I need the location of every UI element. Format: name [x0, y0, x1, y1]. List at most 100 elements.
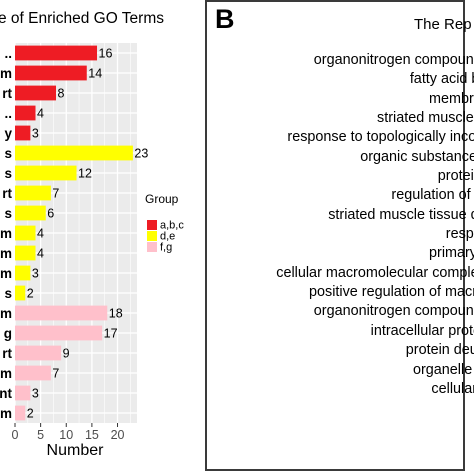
y-tick-label: rt [2, 346, 12, 361]
y-tick-label: rt [2, 86, 12, 101]
go-term-item: striated muscle com [377, 110, 474, 127]
go-term-item: primary met [429, 245, 474, 262]
x-tick-label: 10 [59, 428, 73, 442]
y-tick-label: y [4, 126, 12, 141]
go-term-item: striated muscle tissue devel [328, 206, 474, 223]
bar-value-label: 3 [32, 267, 39, 281]
bar-value-label: 3 [32, 127, 39, 141]
bar-value-label: 8 [58, 87, 65, 101]
y-tick-label: rt [2, 186, 12, 201]
go-term-item: cellular macromolecular complex as [276, 264, 474, 281]
bar [15, 345, 62, 361]
x-axis-label: Number [47, 442, 105, 459]
y-tick-label: m [0, 226, 12, 241]
go-term-item: organonitrogen compound cat [313, 303, 474, 320]
legend: Group a,b,cd,ef,g [145, 192, 184, 254]
y-tick-label: .. [4, 46, 12, 61]
legend-label: f,g [160, 242, 172, 254]
bar-value-label: 2 [27, 407, 34, 421]
bar [15, 305, 108, 321]
bar-value-label: 7 [52, 187, 59, 201]
y-tick-label: m [0, 246, 12, 261]
bar-value-label: 9 [63, 347, 70, 361]
y-tick-label: m [0, 366, 12, 381]
bar [15, 185, 51, 201]
panel-b-title: The Rep [414, 16, 472, 33]
panel-b: B The Rep organonitrogen compound cat fat… [205, 0, 474, 474]
y-tick-label: s [4, 146, 12, 161]
bar [15, 365, 51, 381]
go-term-item: response to topologically incorrect [287, 129, 474, 146]
chart-title: e of Enriched GO Terms [0, 10, 164, 27]
bar-value-label: 12 [78, 167, 92, 181]
go-term-item: cellular met [431, 380, 474, 397]
y-tick-label: .. [4, 106, 12, 121]
go-term-item: membrane l [429, 90, 474, 107]
bar-value-label: 23 [134, 147, 148, 161]
legend-label: a,b,c [160, 220, 184, 232]
bar-value-label: 4 [37, 247, 44, 261]
go-term-item: protein cat [437, 168, 474, 185]
bar-value-label: 4 [37, 227, 44, 241]
legend-label: d,e [160, 231, 175, 243]
go-term-item: positive regulation of macroaut [309, 284, 474, 301]
legend-entries: a,b,cd,ef,g [147, 220, 184, 254]
go-term-item: regulation of RNA [391, 187, 474, 204]
bar [15, 65, 87, 81]
go-term-item: protein deubiqu [405, 342, 474, 359]
panel-b-letter: B [215, 4, 235, 34]
panel-b-frame [205, 0, 465, 471]
legend-title: Group [145, 192, 179, 206]
y-tick-label: m [0, 306, 12, 321]
bar [15, 245, 36, 261]
bar-value-label: 3 [32, 387, 39, 401]
bar-value-label: 4 [37, 107, 44, 121]
bar [15, 145, 133, 161]
bar [15, 205, 46, 221]
bar-value-label: 14 [88, 67, 102, 81]
x-axis-ticks: 0 5 10 15 20 [12, 423, 125, 442]
x-tick-label: 20 [111, 428, 125, 442]
legend-swatch [147, 242, 157, 252]
go-term-list: organonitrogen compound cat fatty acid bi… [276, 51, 474, 419]
bar [15, 285, 26, 301]
bar-chart-panel-a: e of Enriched GO Terms 16148432312764432… [0, 10, 184, 459]
bar [15, 265, 31, 281]
go-term-item: organonitrogen compound cat [313, 52, 474, 68]
bar [15, 325, 103, 341]
bar-value-label: 2 [27, 287, 34, 301]
bar-value-label: 18 [109, 307, 123, 321]
bar [15, 225, 36, 241]
go-term-item: intracellular protein tr [370, 322, 474, 339]
y-tick-label: nt [0, 386, 12, 401]
go-term-item: ce [276, 399, 474, 418]
bar [15, 45, 98, 61]
y-tick-label: m [0, 66, 12, 81]
x-tick-label: 5 [37, 428, 44, 442]
x-tick-label: 0 [12, 428, 19, 442]
bar [15, 165, 77, 181]
bar-value-label: 16 [99, 47, 113, 61]
bar [15, 105, 36, 121]
bar [15, 385, 31, 401]
go-term-item: organelle orga [412, 361, 474, 378]
y-tick-label: m [0, 266, 12, 281]
bar [15, 125, 31, 141]
y-tick-label: s [4, 206, 12, 221]
go-term-item: organic substance met [360, 148, 474, 165]
go-term-item: response [445, 226, 474, 243]
legend-swatch [147, 220, 157, 230]
legend-swatch [147, 231, 157, 241]
y-tick-label: s [4, 166, 12, 181]
bars [15, 45, 133, 421]
x-tick-label: 15 [85, 428, 99, 442]
bar [15, 85, 57, 101]
bar-value-label: 7 [52, 367, 59, 381]
go-term-item: fatty acid biosy [409, 71, 474, 88]
y-tick-label: m [0, 406, 12, 421]
bar [15, 405, 26, 421]
bar-value-label: 17 [104, 327, 118, 341]
y-tick-label: s [4, 286, 12, 301]
